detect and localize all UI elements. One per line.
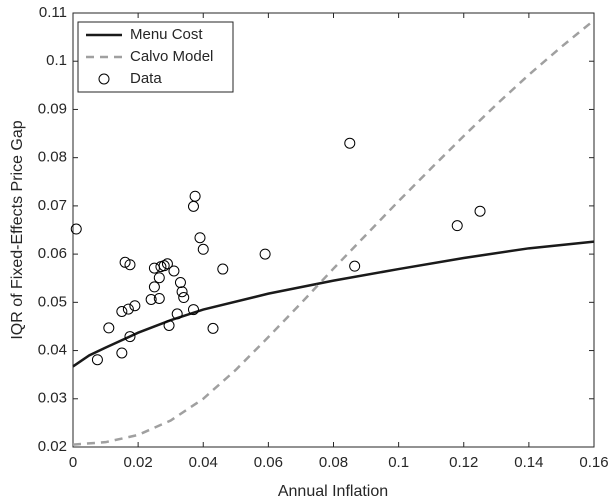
x-tick-label: 0.16 (579, 454, 608, 471)
x-tick-label: 0.06 (254, 454, 283, 471)
data-point (217, 263, 229, 275)
data-point (189, 190, 201, 202)
data-point (116, 305, 128, 317)
y-axis-label: IQR of Fixed-Effects Price Gap (9, 120, 26, 339)
legend-swatch (98, 73, 110, 85)
data-point (145, 293, 157, 305)
y-tick-label: 0.06 (38, 245, 67, 262)
data-point (259, 248, 271, 260)
series-line (72, 240, 595, 368)
data-point (349, 260, 361, 272)
data-point (168, 265, 180, 277)
legend-label: Data (130, 70, 162, 87)
x-tick-label: 0.1 (388, 454, 409, 471)
data-point (161, 258, 173, 270)
data-point (187, 304, 199, 316)
data-point (344, 137, 356, 149)
data-point (171, 308, 183, 320)
x-tick-label: 0.02 (124, 454, 153, 471)
x-tick-label: 0.14 (514, 454, 543, 471)
data-point (174, 277, 186, 289)
data-point (207, 322, 219, 334)
data-point (194, 232, 206, 244)
y-tick-label: 0.08 (38, 149, 67, 166)
data-point (153, 292, 165, 304)
data-point (178, 292, 190, 304)
data-point (451, 220, 463, 232)
data-point (474, 205, 486, 217)
data-point (163, 319, 175, 331)
series-line (72, 19, 595, 446)
y-tick-label: 0.1 (46, 52, 67, 69)
y-tick-label: 0.11 (39, 4, 67, 21)
y-tick-label: 0.09 (38, 100, 67, 117)
data-point (70, 223, 82, 235)
x-axis-label: Annual Inflation (278, 483, 388, 500)
x-tick-label: 0.08 (319, 454, 348, 471)
x-tick-label: 0 (69, 454, 77, 471)
data-point (176, 286, 188, 298)
data-point (197, 243, 209, 255)
y-tick-label: 0.03 (38, 390, 67, 407)
legend-label: Calvo Model (130, 48, 213, 65)
y-tick-label: 0.05 (38, 293, 67, 310)
y-tick-label: 0.07 (38, 197, 67, 214)
data-point (124, 331, 136, 343)
y-tick-label: 0.02 (38, 438, 67, 455)
data-point (122, 303, 134, 315)
data-point (103, 322, 115, 334)
data-point (116, 347, 128, 359)
x-tick-label: 0.12 (449, 454, 478, 471)
legend-label: Menu Cost (130, 26, 203, 43)
x-tick-label: 0.04 (189, 454, 218, 471)
data-point (148, 281, 160, 293)
data-point (124, 259, 136, 271)
data-point (153, 272, 165, 284)
data-point (158, 260, 170, 272)
data-point (129, 300, 141, 312)
data-point (119, 256, 131, 268)
data-point (91, 354, 103, 366)
y-tick-label: 0.04 (38, 342, 67, 359)
plot-clip (72, 19, 595, 446)
